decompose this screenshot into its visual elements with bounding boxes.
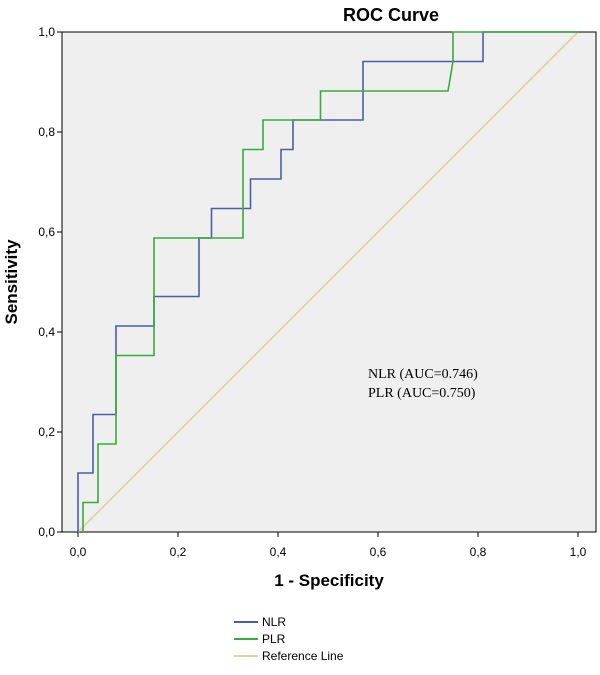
chart-title: ROC Curve (343, 5, 439, 25)
x-tick-label: 0,0 (70, 545, 87, 559)
x-tick-label: 0,2 (170, 545, 187, 559)
annotation-nlr-auc: NLR (AUC=0.746) (368, 367, 478, 382)
y-tick-label: 0,4 (38, 325, 55, 339)
series-line-plr (82, 31, 578, 532)
x-axis-label: 1 - Specificity (274, 571, 384, 590)
y-tick-label: 0,0 (38, 525, 55, 539)
legend-label: NLR (262, 615, 286, 629)
legend-label: Reference Line (262, 649, 344, 663)
y-tick-label: 1,0 (38, 25, 55, 39)
y-axis-label: Sensitivity (2, 239, 21, 325)
y-tick-label: 0,2 (38, 425, 55, 439)
series-line-nlr (77, 31, 578, 532)
series-line-reference-line (77, 31, 579, 533)
x-tick-label: 0,4 (270, 545, 287, 559)
annotation-plr-auc: PLR (AUC=0.750) (368, 386, 476, 401)
x-tick-label: 1,0 (570, 545, 587, 559)
y-tick-label: 0,6 (38, 225, 55, 239)
legend-label: PLR (262, 632, 286, 646)
x-tick-label: 0,8 (470, 545, 487, 559)
x-tick-label: 0,6 (370, 545, 387, 559)
y-tick-label: 0,8 (38, 125, 55, 139)
legend: NLR PLR Reference Line (234, 615, 344, 663)
